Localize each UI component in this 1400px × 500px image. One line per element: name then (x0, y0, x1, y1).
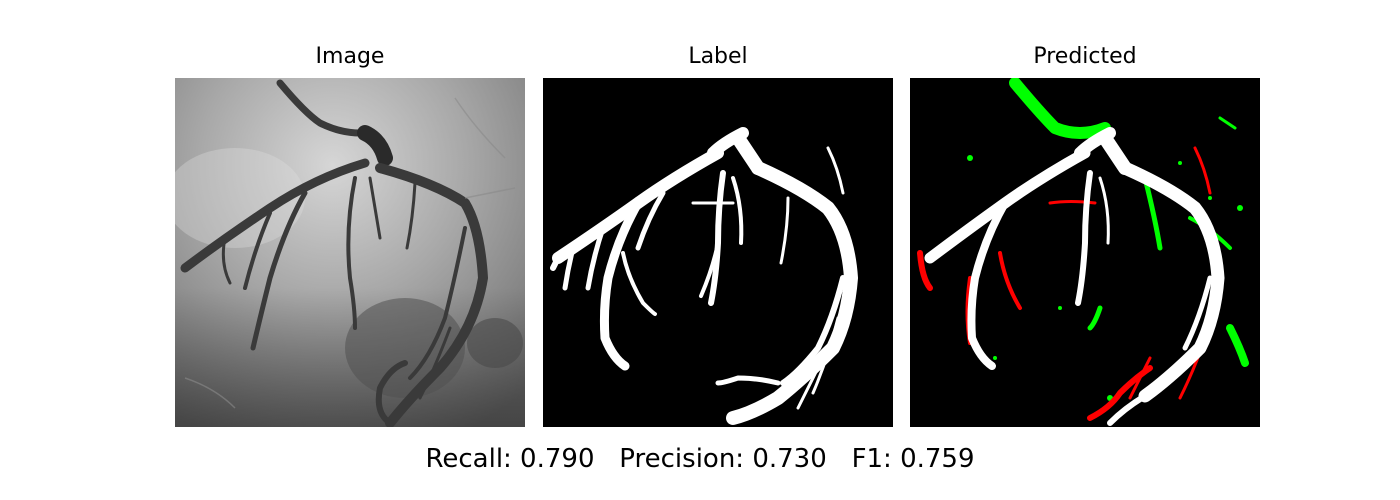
angiogram-image (175, 78, 525, 427)
title-label: Label (688, 44, 748, 69)
metrics-line: Recall: 0.790 Precision: 0.730 F1: 0.759 (0, 444, 1400, 474)
predicted-mask (910, 78, 1260, 427)
precision-metric: Precision: 0.730 (619, 444, 827, 474)
label-mask (543, 78, 893, 427)
title-predicted: Predicted (1033, 44, 1137, 69)
recall-metric: Recall: 0.790 (425, 444, 595, 474)
title-image: Image (315, 44, 385, 69)
f1-metric: F1: 0.759 (851, 444, 975, 474)
